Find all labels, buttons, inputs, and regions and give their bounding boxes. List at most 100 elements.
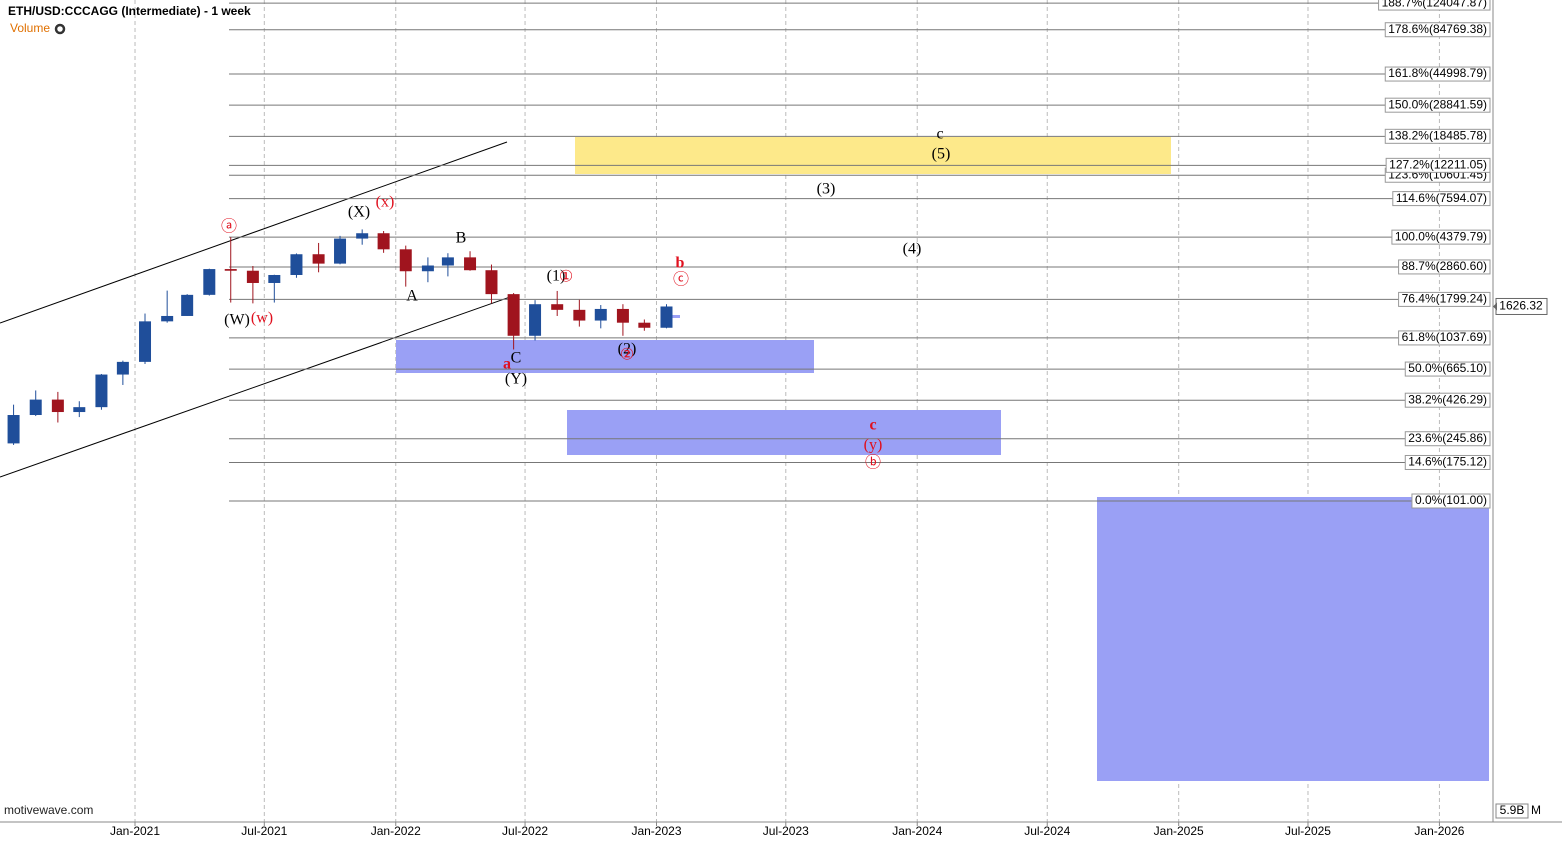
fib-label-box: [1404, 392, 1491, 408]
candle-body: [421, 265, 434, 272]
support-zone: [567, 410, 1001, 455]
x-tick-label: Jan-2022: [371, 824, 421, 838]
candle-body: [573, 309, 586, 321]
volume-title: Volume: [10, 21, 50, 35]
candle-body: [139, 321, 152, 362]
x-axis: Jan-2021 Jul-2021 Jan-2022 Jul-2022 Jan-2023…: [110, 822, 1465, 838]
wave-label: (5): [932, 146, 951, 163]
target-zone: [575, 137, 1171, 174]
wave-label: (x): [376, 194, 395, 211]
fib-label: 188.7%(124047.87): [1382, 0, 1487, 9]
volume-axis-unit: M: [1531, 803, 1541, 817]
candles: [7, 229, 673, 445]
candle-body: [51, 399, 64, 413]
wave-label: a: [503, 356, 511, 373]
fib-label-box: [1398, 259, 1491, 275]
candle-body: [638, 322, 651, 328]
candle-body: [399, 249, 412, 272]
marker: [668, 315, 680, 318]
fib-label-box: [1378, 0, 1491, 11]
fib-label-box: [1391, 229, 1491, 245]
fib-label-box: [1398, 291, 1491, 307]
x-tick-label: Jul-2022: [502, 824, 548, 838]
candle-body: [485, 270, 498, 295]
channel-line: [0, 296, 511, 478]
wave-label: (y): [864, 437, 883, 454]
candle-body: [334, 238, 347, 264]
candle-body: [464, 257, 477, 271]
wave-label: (X): [348, 204, 370, 221]
last-price: 1626.32: [1499, 299, 1543, 313]
candle-body: [95, 374, 108, 408]
fib-label: 100.0%(4379.79): [1395, 229, 1487, 243]
candle-body: [290, 254, 303, 275]
fib-label-box: [1411, 493, 1491, 509]
wave-label: A: [406, 288, 418, 305]
wave-label: ②: [620, 347, 634, 364]
support-zone: [1097, 497, 1489, 781]
fib-label: 76.4%(1799.24): [1402, 292, 1487, 306]
wave-label: (4): [903, 241, 922, 258]
x-tick-label: Jan-2025: [1154, 824, 1204, 838]
settings-icon[interactable]: [54, 23, 66, 35]
fib-label: 161.8%(44998.79): [1388, 66, 1487, 80]
candle-body: [116, 361, 129, 375]
candle-body: [268, 274, 281, 283]
wave-label: (Y): [505, 371, 527, 388]
fib-label: 50.0%(665.10): [1408, 361, 1487, 375]
fib-label: 127.2%(12211.05): [1389, 158, 1487, 172]
fib-label-box: [1392, 191, 1491, 207]
last-price-pointer: [1493, 302, 1497, 311]
fib-label: 61.8%(1037.69): [1402, 330, 1487, 344]
candle-body: [29, 399, 42, 416]
fib-label: 88.7%(2860.60): [1402, 259, 1487, 273]
candle-body: [660, 306, 673, 328]
support-zone: [396, 340, 814, 373]
fib-label-box: [1398, 330, 1491, 346]
candle-body: [377, 233, 390, 250]
candle-body: [7, 415, 20, 444]
candle-body: [356, 233, 369, 239]
candle-body: [312, 254, 325, 264]
candle-body: [73, 407, 86, 413]
candle-body: [594, 308, 607, 321]
fib-label-box: [1384, 97, 1491, 113]
wave-label: ⓐ: [221, 218, 237, 236]
x-tick-label: Jan-2023: [631, 824, 681, 838]
wave-label: (W): [224, 312, 250, 329]
fib-label: 38.2%(426.29): [1408, 392, 1487, 406]
x-tick-label: Jan-2024: [892, 824, 942, 838]
x-tick-label: Jul-2024: [1024, 824, 1070, 838]
x-tick-label: Jul-2021: [241, 824, 287, 838]
wave-label: B: [456, 230, 467, 247]
candle-body: [246, 270, 259, 283]
x-tick-label: Jul-2023: [763, 824, 809, 838]
candle-body: [551, 304, 564, 310]
fib-label-box: [1384, 22, 1491, 38]
wave-label: ⓑ: [865, 454, 881, 472]
fib-label-box: [1404, 361, 1491, 377]
wave-label: (2): [618, 341, 637, 358]
fib-label: 178.6%(84769.38): [1388, 22, 1487, 36]
channel-line: [0, 141, 508, 324]
fib-label-box: [1404, 454, 1491, 470]
candle-body: [224, 269, 237, 271]
fib-label: 114.6%(7594.07): [1396, 191, 1487, 205]
x-tick-label: Jan-2021: [110, 824, 160, 838]
wave-label: C: [511, 350, 522, 367]
volume-label-box: [1495, 803, 1529, 819]
wave-label: b: [676, 255, 685, 272]
candle-body: [529, 304, 542, 336]
fib-label: 150.0%(28841.59): [1388, 97, 1487, 111]
wave-label: (w): [251, 310, 273, 327]
wave-label: c: [936, 126, 943, 143]
wave-label: c: [869, 417, 876, 434]
candle-body: [161, 315, 174, 322]
candle-body: [507, 294, 520, 336]
x-tick-label: Jan-2026: [1414, 824, 1464, 838]
fib-label-box: [1384, 128, 1491, 144]
watermark: motivewave.com: [4, 803, 93, 817]
wave-label: (3): [817, 181, 836, 198]
wave-label: ①: [559, 269, 573, 286]
